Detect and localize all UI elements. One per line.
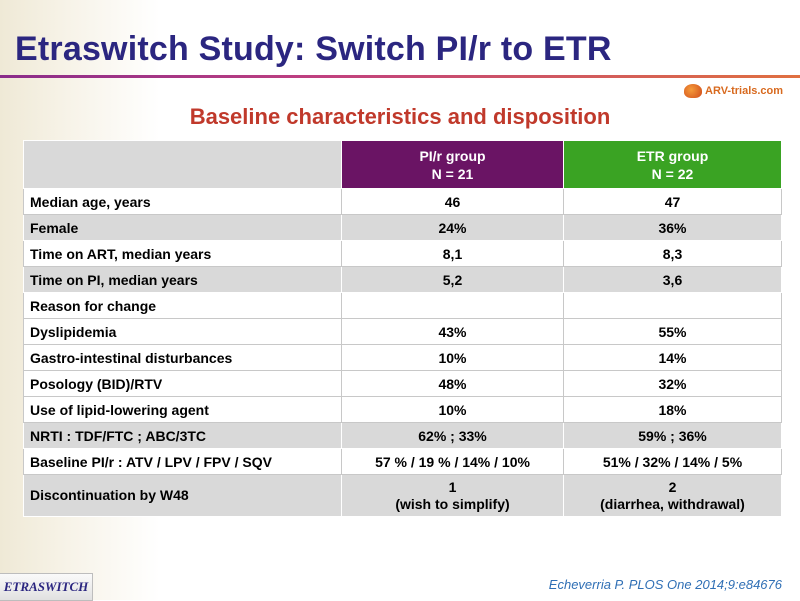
table-row: Use of lipid-lowering agent 10% 18% [23, 396, 782, 423]
row-label: Gastro-intestinal disturbances [23, 344, 342, 371]
row-label: Discontinuation by W48 [23, 474, 342, 517]
pir-value: 43% [341, 318, 564, 345]
study-badge: ETRASWITCH [0, 573, 93, 601]
arv-trials-logo: ARV-trials.com [684, 80, 783, 102]
etr-value: 2 (diarrhea, withdrawal) [563, 474, 782, 517]
slide-subtitle: Baseline characteristics and disposition [189, 104, 611, 129]
pir-value: 10% [341, 344, 564, 371]
table-row: Female 24% 36% [23, 214, 782, 241]
table-row: Dyslipidemia 43% 55% [23, 318, 782, 345]
table-row: Gastro-intestinal disturbances 10% 14% [23, 344, 782, 371]
baseline-table: PI/r group N = 21 ETR group N = 22 Media… [23, 140, 782, 517]
row-label: Median age, years [23, 188, 342, 215]
row-label: Reason for change [23, 292, 342, 319]
table-row: Discontinuation by W48 1 (wish to simpli… [23, 474, 782, 517]
table-row: Median age, years 46 47 [23, 188, 782, 215]
etr-value: 32% [563, 370, 782, 397]
etr-value: 36% [563, 214, 782, 241]
row-label: Baseline PI/r : ATV / LPV / FPV / SQV [23, 448, 342, 475]
etr-value: 14% [563, 344, 782, 371]
pir-reason: (wish to simplify) [395, 495, 510, 512]
row-label: Time on ART, median years [23, 240, 342, 267]
row-label: Female [23, 214, 342, 241]
row-label: Use of lipid-lowering agent [23, 396, 342, 423]
etr-value [563, 292, 782, 319]
table-row: Posology (BID)/RTV 48% 32% [23, 370, 782, 397]
row-label: Dyslipidemia [23, 318, 342, 345]
slide-title: Etraswitch Study: Switch PI/r to ETR [15, 30, 612, 68]
etr-value: 18% [563, 396, 782, 423]
etr-group-n: N = 22 [651, 165, 694, 182]
row-label: NRTI : TDF/FTC ; ABC/3TC [23, 422, 342, 449]
etr-value: 47 [563, 188, 782, 215]
etr-value: 59% ; 36% [563, 422, 782, 449]
pir-group-label: PI/r group [419, 147, 486, 164]
etr-value: 55% [563, 318, 782, 345]
title-underline [0, 75, 800, 78]
pir-value [341, 292, 564, 319]
table-row: Time on PI, median years 5,2 3,6 [23, 266, 782, 293]
pir-value: 8,1 [341, 240, 564, 267]
table-header-row: PI/r group N = 21 ETR group N = 22 [23, 140, 782, 189]
pir-count: 1 [448, 478, 457, 495]
pir-value: 1 (wish to simplify) [341, 474, 564, 517]
logo-icon [684, 84, 702, 98]
etr-reason: (diarrhea, withdrawal) [600, 495, 745, 512]
pir-value: 48% [341, 370, 564, 397]
header-blank-cell [23, 140, 342, 189]
row-label: Time on PI, median years [23, 266, 342, 293]
etr-count: 2 [668, 478, 677, 495]
table-row: NRTI : TDF/FTC ; ABC/3TC 62% ; 33% 59% ;… [23, 422, 782, 449]
pir-value: 62% ; 33% [341, 422, 564, 449]
table-row: Baseline PI/r : ATV / LPV / FPV / SQV 57… [23, 448, 782, 475]
pir-value: 10% [341, 396, 564, 423]
etr-group-label: ETR group [636, 147, 709, 164]
etr-value: 3,6 [563, 266, 782, 293]
table-row: Reason for change [23, 292, 782, 319]
pir-value: 46 [341, 188, 564, 215]
pir-value: 24% [341, 214, 564, 241]
etr-value: 51% / 32% / 14% / 5% [563, 448, 782, 475]
table-row: Time on ART, median years 8,1 8,3 [23, 240, 782, 267]
header-etr-group: ETR group N = 22 [563, 140, 782, 189]
logo-text: ARV-trials.com [705, 85, 784, 97]
row-label: Posology (BID)/RTV [23, 370, 342, 397]
citation: Echeverria P. PLOS One 2014;9:e84676 [548, 577, 782, 592]
pir-value: 5,2 [341, 266, 564, 293]
pir-group-n: N = 21 [431, 165, 474, 182]
pir-value: 57 % / 19 % / 14% / 10% [341, 448, 564, 475]
etr-value: 8,3 [563, 240, 782, 267]
header-pir-group: PI/r group N = 21 [341, 140, 564, 189]
